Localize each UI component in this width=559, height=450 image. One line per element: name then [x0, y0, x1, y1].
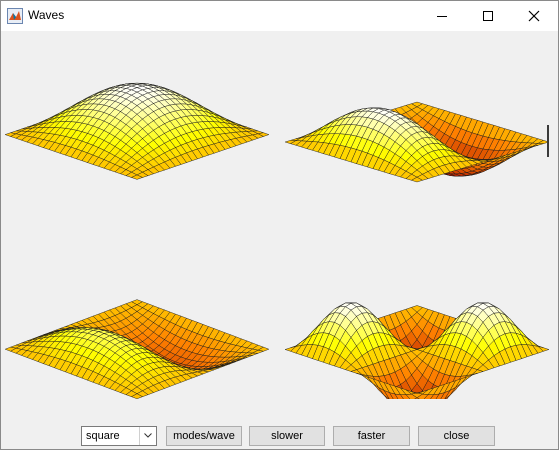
close-window-button[interactable]	[511, 1, 557, 31]
slower-button[interactable]: slower	[249, 426, 325, 446]
surface-face	[130, 393, 144, 400]
minimize-icon	[437, 16, 447, 17]
dropdown-arrow[interactable]	[139, 427, 156, 445]
wave-plot-3	[5, 299, 269, 400]
surface-face	[410, 176, 424, 183]
matlab-icon	[7, 8, 23, 24]
minimize-button[interactable]	[419, 1, 465, 31]
modes-wave-button[interactable]: modes/wave	[166, 426, 242, 446]
wave-plot-1	[5, 82, 269, 180]
wave-plot-2	[285, 101, 549, 183]
surface-face	[130, 174, 144, 180]
window-title: Waves	[28, 8, 65, 22]
title-bar: Waves	[1, 1, 558, 31]
window-edge-mark	[547, 125, 549, 157]
maximize-button[interactable]	[465, 1, 511, 31]
close-icon	[528, 10, 540, 22]
maximize-icon	[483, 11, 493, 21]
chevron-down-icon	[144, 433, 152, 438]
wave-type-select[interactable]: square	[81, 426, 157, 446]
wave-type-value: square	[86, 430, 120, 442]
surface-face	[411, 391, 423, 394]
close-button[interactable]: close	[418, 426, 495, 446]
wave-plot-4	[285, 302, 549, 399]
faster-button[interactable]: faster	[333, 426, 410, 446]
